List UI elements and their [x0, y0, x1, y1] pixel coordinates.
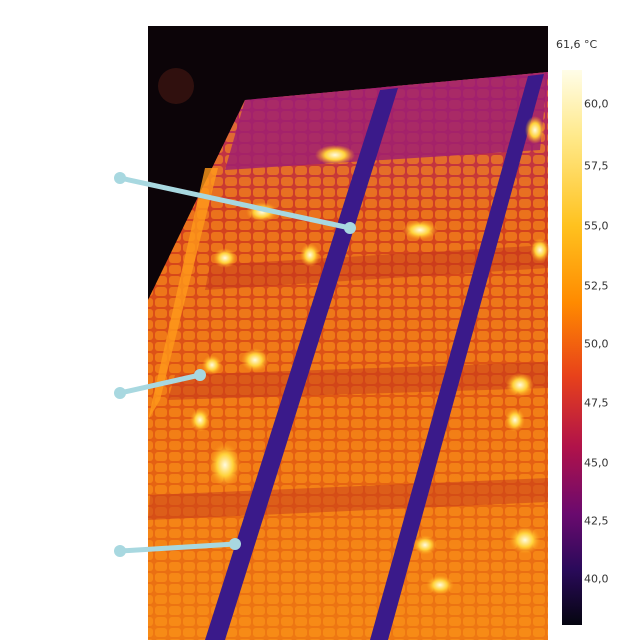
scale-tick-label: 50,0: [584, 337, 609, 351]
callout-1: [114, 172, 356, 234]
hot-spot: [209, 443, 241, 487]
max-temperature-label: 61,6 °C: [556, 38, 598, 51]
cell-row-stripe: [205, 245, 548, 290]
hot-spot: [402, 220, 438, 240]
hot-spot: [426, 575, 454, 595]
scale-tick-label: 40,0: [584, 572, 609, 586]
hot-spot: [300, 243, 320, 267]
hot-spot: [530, 238, 550, 262]
panel-frame-bar: [370, 74, 544, 640]
scale-tick-label: 60,0: [584, 97, 609, 111]
callout-marker: [114, 172, 126, 184]
hot-spot: [506, 373, 534, 397]
callout-line: [117, 372, 203, 396]
hot-spot: [509, 526, 541, 554]
panel-left-frame: [148, 168, 218, 420]
scale-tick-label: 47,5: [584, 396, 609, 410]
callout-2: [114, 369, 206, 399]
callout-marker: [194, 369, 206, 381]
scale-tick-label: 57,5: [584, 159, 609, 173]
hot-spot: [525, 116, 545, 144]
hot-spot: [190, 408, 210, 432]
hot-spot: [413, 535, 437, 555]
callout-line: [117, 541, 238, 554]
scale-tick-label: 55,0: [584, 219, 609, 233]
scale-tick-label: 52,5: [584, 279, 609, 293]
callout-3: [114, 538, 241, 557]
callout-marker: [114, 545, 126, 557]
scale-tick-label: 45,0: [584, 456, 609, 470]
hot-spot: [505, 408, 525, 432]
callout-marker: [229, 538, 241, 550]
callout-marker: [114, 387, 126, 399]
hot-spots: [190, 116, 550, 595]
scale-tick-label: 42,5: [584, 514, 609, 528]
callout-line: [117, 175, 353, 231]
temperature-colorbar: [562, 70, 582, 625]
camera-logo-icon: [158, 68, 194, 104]
hot-spot: [202, 355, 222, 375]
hot-spot: [241, 348, 269, 372]
hot-spot: [213, 248, 237, 268]
hot-spot: [315, 145, 355, 165]
callout-marker: [344, 222, 356, 234]
